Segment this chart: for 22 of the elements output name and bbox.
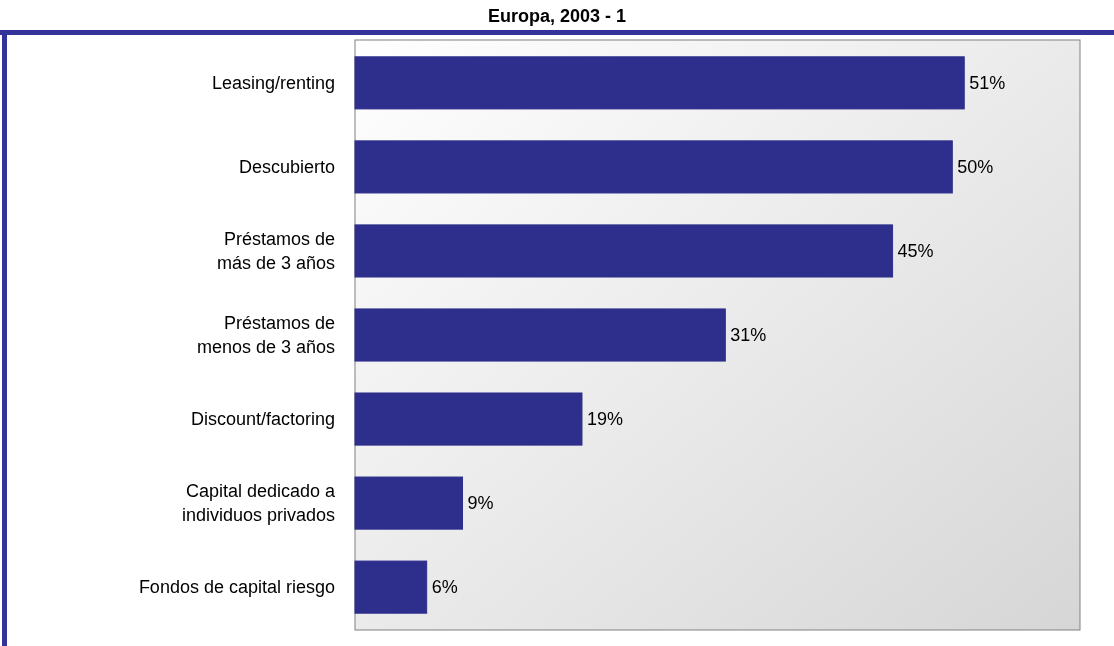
y-tick-label: Fondos de capital riesgo [138,577,335,598]
bar [354,560,428,614]
bar [354,476,464,530]
y-tick-label: Discount/factoring [190,409,335,430]
bar [354,392,583,446]
data-label: 19% [586,409,623,430]
bar [354,56,965,110]
data-label: 31% [730,325,767,346]
y-tick-label: Capital dedicado a individuos privados [181,481,336,526]
bar [354,224,894,278]
data-label: 6% [431,577,458,598]
data-label: 50% [957,157,994,178]
y-tick-label: Préstamos de más de 3 años [216,229,335,274]
y-tick-label: Préstamos de menos de 3 años [196,313,335,358]
data-label: 45% [897,241,934,262]
bar [354,308,726,362]
data-label: 51% [969,73,1006,94]
chart-title: Europa, 2003 - 1 [487,6,627,26]
data-label: 9% [467,493,494,514]
bar [354,140,953,194]
y-tick-label: Descubierto [238,157,335,178]
y-tick-label: Leasing/renting [211,73,335,94]
